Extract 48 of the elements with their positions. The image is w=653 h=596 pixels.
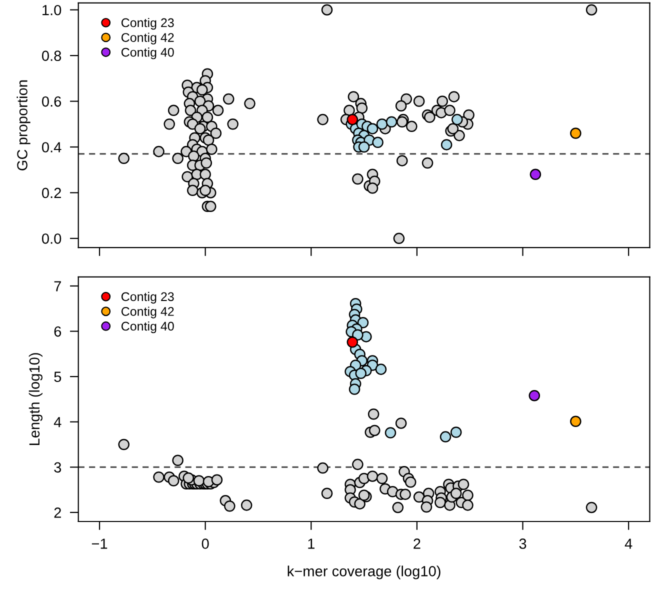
x-tick-label: 4 [624, 538, 632, 549]
point [357, 317, 369, 328]
legend-label: Contig 40 [121, 321, 174, 334]
legend-label: Contig 23 [121, 292, 174, 304]
x-tick-label: 0 [202, 538, 209, 549]
point [452, 114, 463, 126]
legend-label: Contig 42 [121, 32, 174, 44]
point [348, 384, 360, 395]
y-tick-label: 7 [54, 281, 61, 292]
x-tick-label: 3 [519, 538, 526, 549]
point [450, 426, 462, 438]
x-tick-label: −1 [92, 538, 108, 549]
point [375, 364, 387, 375]
y-tick-label: 0.6 [42, 96, 62, 107]
y-tick-label: 5 [54, 372, 62, 382]
y-tick-label: 1.0 [42, 4, 62, 16]
point [355, 368, 367, 380]
point [530, 168, 542, 180]
y-tick-label: 2 [54, 508, 61, 518]
point [386, 116, 398, 128]
point [352, 329, 364, 341]
y-tick-label: 3 [54, 462, 62, 473]
point [376, 118, 388, 130]
y-axis-title: GC proportion [16, 80, 30, 170]
legend-label: Contig 42 [121, 306, 174, 318]
point [346, 336, 358, 348]
point [372, 136, 384, 148]
y-axis-title: Length (log10) [28, 353, 42, 446]
point [570, 416, 582, 428]
y-tick-label: 6 [54, 326, 62, 337]
y-tick-label: 0.0 [42, 234, 62, 244]
point [346, 114, 358, 126]
point [570, 128, 582, 139]
y-tick-label: 0.4 [42, 142, 62, 152]
point [440, 431, 452, 442]
y-tick-label: 0.2 [42, 188, 61, 198]
y-tick-label: 0.8 [42, 50, 62, 61]
legend-label: Contig 40 [121, 48, 174, 60]
point [358, 141, 370, 153]
x-tick-label: 2 [414, 538, 420, 549]
x-tick-label: 1 [308, 538, 314, 549]
point [384, 427, 396, 438]
x-axis-title: k−mer coverage (log10) [288, 566, 440, 580]
legend-label: Contig 23 [121, 18, 174, 30]
y-tick-label: 4 [54, 417, 62, 428]
point [366, 123, 378, 134]
point [440, 139, 452, 150]
point [528, 390, 540, 402]
